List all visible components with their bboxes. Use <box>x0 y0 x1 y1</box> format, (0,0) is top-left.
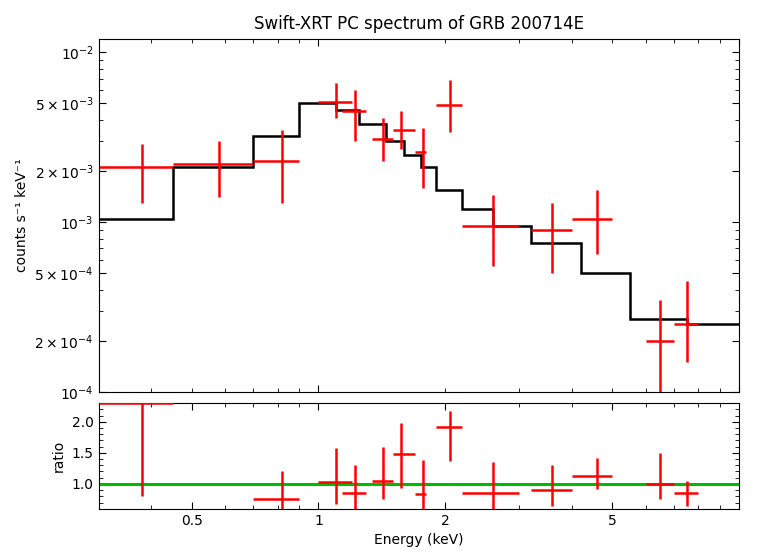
Y-axis label: ratio: ratio <box>52 440 66 472</box>
Y-axis label: counts s⁻¹ keV⁻¹: counts s⁻¹ keV⁻¹ <box>14 158 29 272</box>
Title: Swift-XRT PC spectrum of GRB 200714E: Swift-XRT PC spectrum of GRB 200714E <box>254 15 584 33</box>
X-axis label: Energy (keV): Energy (keV) <box>374 533 464 547</box>
